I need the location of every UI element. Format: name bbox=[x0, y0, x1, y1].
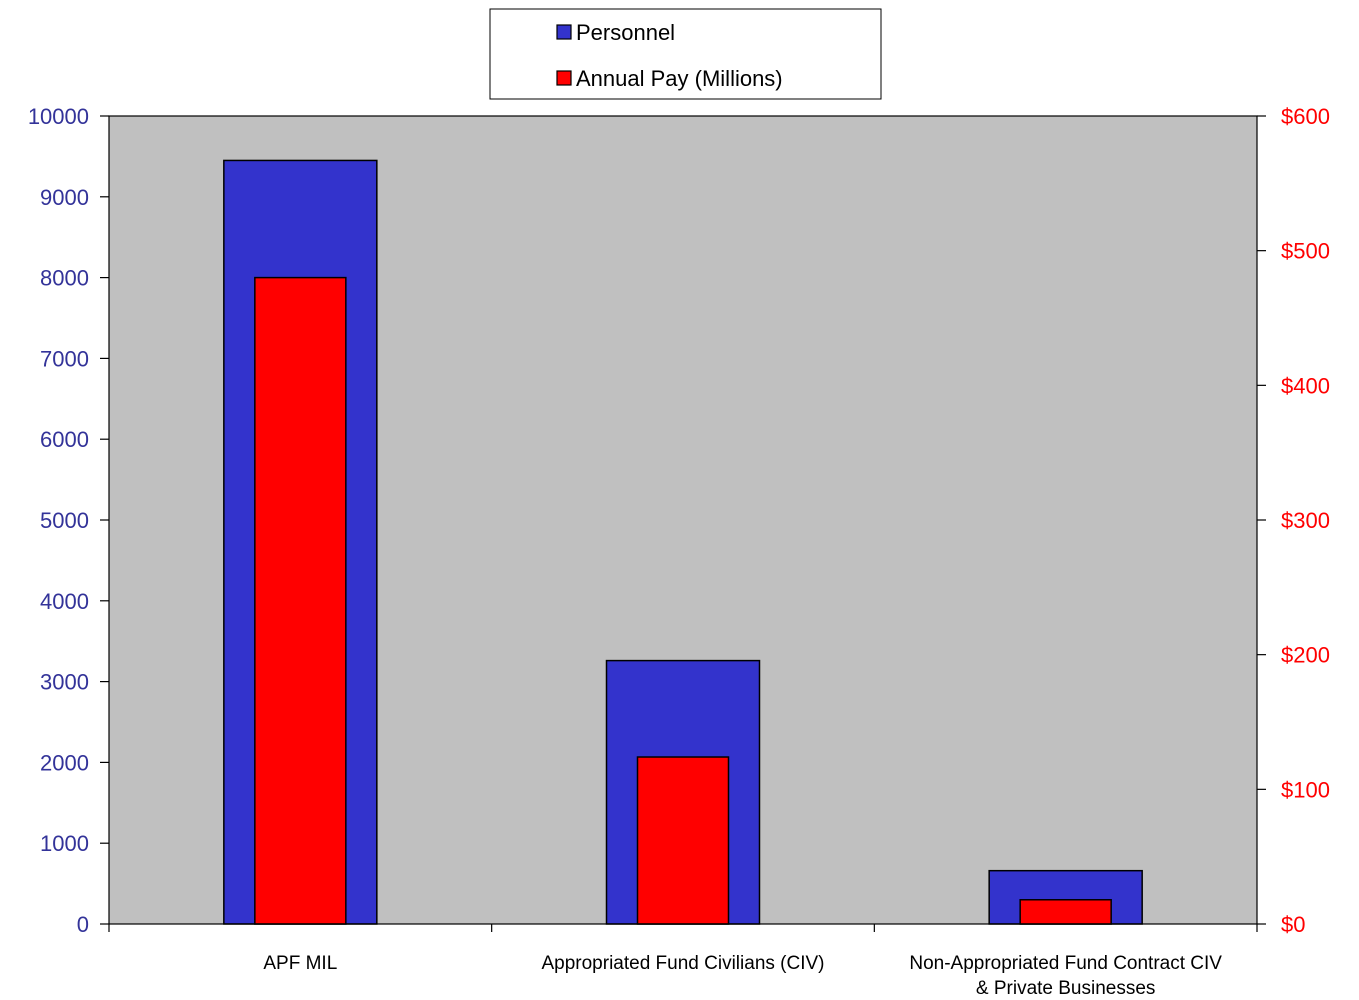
left-axis-tick-label: 5000 bbox=[40, 508, 89, 533]
left-axis-tick-label: 9000 bbox=[40, 185, 89, 210]
legend-label-1: Annual Pay (Millions) bbox=[576, 66, 783, 91]
left-axis-tick-label: 7000 bbox=[40, 346, 89, 371]
category-label-2: Non-Appropriated Fund Contract CIV & Priv… bbox=[909, 953, 1222, 999]
category-label-0: APF MIL bbox=[263, 953, 337, 974]
left-axis-tick-label: 10000 bbox=[28, 104, 89, 129]
category-label-1: Appropriated Fund Civilians (CIV) bbox=[541, 953, 824, 974]
left-axis-tick-label: 8000 bbox=[40, 266, 89, 291]
right-axis-tick-label: $0 bbox=[1281, 912, 1305, 937]
left-axis-tick-label: 0 bbox=[77, 912, 89, 937]
right-axis-tick-label: $500 bbox=[1281, 239, 1330, 264]
bar-annual-pay-0 bbox=[254, 276, 347, 925]
legend-swatch-0 bbox=[556, 24, 572, 40]
legend-swatch-1 bbox=[556, 70, 572, 86]
right-axis-tick-label: $300 bbox=[1281, 508, 1330, 533]
bar-annual-pay-2 bbox=[1019, 899, 1112, 925]
legend-box bbox=[489, 8, 882, 100]
left-axis-tick-label: 6000 bbox=[40, 427, 89, 452]
left-axis-tick-label: 3000 bbox=[40, 670, 89, 695]
legend-label-0: Personnel bbox=[576, 20, 675, 45]
left-axis-tick-label: 4000 bbox=[40, 589, 89, 614]
right-axis-tick-label: $100 bbox=[1281, 777, 1330, 802]
left-axis-tick-label: 1000 bbox=[40, 831, 89, 856]
legend: Personnel Annual Pay (Millions) bbox=[489, 8, 882, 100]
left-axis-tick-label: 2000 bbox=[40, 750, 89, 775]
right-axis-tick-label: $600 bbox=[1281, 104, 1330, 129]
axes-layer: 0 1000 2000 3000 4000 5000 6000 7000 8000 9000 100… bbox=[28, 104, 1330, 999]
right-axis-tick-label: $200 bbox=[1281, 643, 1330, 668]
bars-layer bbox=[223, 159, 1143, 925]
bar-annual-pay-1 bbox=[636, 756, 730, 925]
right-axis-tick-label: $400 bbox=[1281, 373, 1330, 398]
